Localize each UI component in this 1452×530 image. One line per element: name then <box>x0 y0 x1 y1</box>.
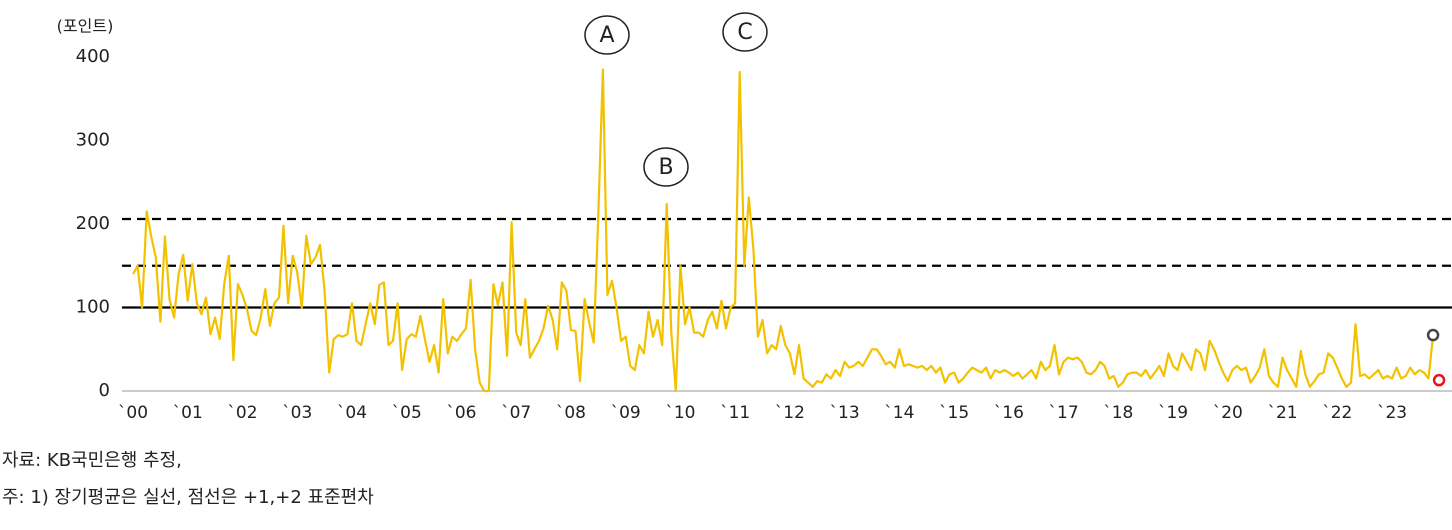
annotation: A <box>584 15 630 55</box>
x-tick-label: `00 <box>118 403 148 423</box>
x-tick-label: `02 <box>227 403 257 423</box>
end-marker <box>1426 328 1440 342</box>
note: 자료: KB국민은행 추정, <box>2 450 182 471</box>
x-tick-label: `15 <box>939 403 969 423</box>
annotation-label: A <box>599 23 614 48</box>
x-tick-label: `03 <box>282 403 312 423</box>
y-tick-label: 200 <box>76 213 110 234</box>
end-marker <box>1432 373 1446 387</box>
data-line <box>132 68 1435 393</box>
x-tick-label: `21 <box>1267 403 1297 423</box>
annotation: C <box>722 12 768 52</box>
x-tick-label: `14 <box>884 403 914 423</box>
x-tick-label: `19 <box>1158 403 1188 423</box>
y-tick-label: 400 <box>76 46 110 67</box>
x-tick-label: `01 <box>173 403 203 423</box>
x-tick-label: `16 <box>994 403 1024 423</box>
x-tick-label: `08 <box>556 403 586 423</box>
x-tick-label: `09 <box>611 403 641 423</box>
y-tick-label: 100 <box>76 297 110 318</box>
x-tick-label: `07 <box>501 403 531 423</box>
x-tick-label: `13 <box>830 403 860 423</box>
x-tick-label: `23 <box>1377 403 1407 423</box>
y-tick-label: 300 <box>76 130 110 151</box>
x-tick-label: `18 <box>1103 403 1133 423</box>
y-axis-label: (포인트) <box>57 17 114 36</box>
note: 주: 1) 장기평균은 실선, 점선은 +1,+2 표준편차 <box>2 487 374 508</box>
x-tick-label: `17 <box>1049 403 1079 423</box>
x-tick-label: `11 <box>720 403 750 423</box>
x-tick-label: `12 <box>775 403 805 423</box>
x-tick-label: `10 <box>665 403 695 423</box>
x-tick-label: `05 <box>392 403 422 423</box>
annotation-label: C <box>737 20 752 45</box>
annotation-label: B <box>658 155 673 180</box>
x-tick-label: `06 <box>446 403 476 423</box>
x-tick-label: `20 <box>1213 403 1243 423</box>
annotation: B <box>643 147 689 187</box>
x-tick-label: `22 <box>1322 403 1352 423</box>
x-tick-label: `04 <box>337 403 367 423</box>
y-tick-label: 0 <box>99 380 110 401</box>
